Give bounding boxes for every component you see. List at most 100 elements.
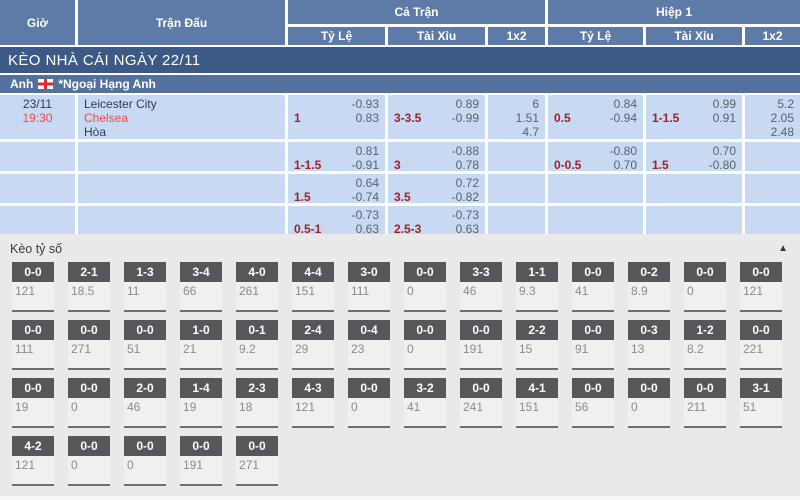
score-box[interactable]: 2-4 29 bbox=[292, 320, 334, 370]
score-box[interactable]: 0-0 41 bbox=[572, 262, 614, 312]
score-label: 4-4 bbox=[292, 262, 334, 282]
score-label: 4-3 bbox=[292, 378, 334, 398]
score-label: 0-1 bbox=[236, 320, 278, 340]
score-box[interactable]: 0-0 191 bbox=[460, 320, 502, 370]
score-label: 0-0 bbox=[68, 378, 110, 398]
score-row: 0-0 121 2-1 18.5 1-3 11 3-4 66 4-0 261 4-4 151 3-0 11… bbox=[0, 262, 800, 312]
score-box[interactable]: 4-0 261 bbox=[236, 262, 278, 312]
score-box[interactable]: 1-1 9.3 bbox=[516, 262, 558, 312]
score-box[interactable]: 1-3 11 bbox=[124, 262, 166, 312]
handicap-line: 3 bbox=[394, 158, 401, 171]
odds-cell-h1-over-under bbox=[646, 174, 742, 203]
odds-grid: 23/11 19:30 Leicester City Chelsea Hòa -0.93 1… bbox=[0, 95, 800, 234]
score-label: 3-4 bbox=[180, 262, 222, 282]
score-odds: 9.3 bbox=[516, 282, 558, 312]
score-box[interactable]: 4-3 121 bbox=[292, 378, 334, 428]
score-odds: 56 bbox=[572, 398, 614, 428]
score-box[interactable]: 0-3 13 bbox=[628, 320, 670, 370]
odds-cell-h1-over-under[interactable]: 0.99 1-1.5 0.91 bbox=[646, 95, 742, 139]
score-odds: 271 bbox=[68, 340, 110, 370]
score-label: 1-2 bbox=[684, 320, 726, 340]
score-box[interactable]: 0-0 91 bbox=[572, 320, 614, 370]
score-box[interactable]: 0-0 0 bbox=[124, 436, 166, 486]
score-label: 0-0 bbox=[124, 436, 166, 456]
odds-cell-ft-handicap[interactable]: 0.64 1.5 -0.74 bbox=[288, 174, 385, 203]
score-box[interactable]: 3-1 51 bbox=[740, 378, 782, 428]
score-box[interactable]: 0-0 0 bbox=[68, 378, 110, 428]
score-box[interactable]: 0-0 211 bbox=[684, 378, 726, 428]
odds-cell-ft-over-under[interactable]: 0.89 3-3.5 -0.99 bbox=[388, 95, 485, 139]
odds-cell-ft-1x2[interactable]: 6 1.51 4.7 bbox=[488, 95, 545, 139]
odds-cell-h1-1x2 bbox=[745, 142, 800, 171]
score-box[interactable]: 1-2 8.2 bbox=[684, 320, 726, 370]
score-box[interactable]: 0-0 121 bbox=[740, 262, 782, 312]
odds-cell-ft-over-under[interactable]: 0.72 3.5 -0.82 bbox=[388, 174, 485, 203]
score-box[interactable]: 1-4 19 bbox=[180, 378, 222, 428]
score-box[interactable]: 4-2 121 bbox=[12, 436, 54, 486]
score-box[interactable]: 0-4 23 bbox=[348, 320, 390, 370]
score-label: 0-0 bbox=[68, 436, 110, 456]
score-box[interactable]: 2-3 18 bbox=[236, 378, 278, 428]
score-box[interactable]: 0-0 51 bbox=[124, 320, 166, 370]
score-label: 0-0 bbox=[124, 320, 166, 340]
score-box[interactable]: 3-0 111 bbox=[348, 262, 390, 312]
odds-cell-h1-handicap[interactable]: 0.84 0.5 -0.94 bbox=[548, 95, 643, 139]
score-box[interactable]: 0-0 0 bbox=[684, 262, 726, 312]
score-odds: 19 bbox=[12, 398, 54, 428]
score-box[interactable]: 0-0 191 bbox=[180, 436, 222, 486]
score-box[interactable]: 3-3 46 bbox=[460, 262, 502, 312]
score-label: 0-0 bbox=[68, 320, 110, 340]
score-box[interactable]: 0-0 19 bbox=[12, 378, 54, 428]
score-box[interactable]: 1-0 21 bbox=[180, 320, 222, 370]
score-box[interactable]: 3-4 66 bbox=[180, 262, 222, 312]
league-bar[interactable]: Anh *Ngoại Hạng Anh bbox=[0, 75, 800, 93]
odds-cell-h1-over-under[interactable]: 0.70 1.5 -0.80 bbox=[646, 142, 742, 171]
odds-cell-ft-over-under[interactable]: -0.88 3 0.78 bbox=[388, 142, 485, 171]
score-odds: 13 bbox=[628, 340, 670, 370]
score-box[interactable]: 0-0 0 bbox=[404, 262, 446, 312]
score-box[interactable]: 0-1 9.2 bbox=[236, 320, 278, 370]
odds-cell-h1-handicap bbox=[548, 174, 643, 203]
divider bbox=[0, 45, 800, 47]
score-odds: 0 bbox=[348, 398, 390, 428]
score-box[interactable]: 0-0 121 bbox=[12, 262, 54, 312]
score-box[interactable]: 0-0 111 bbox=[12, 320, 54, 370]
odds-cell-h1-handicap[interactable]: -0.80 0-0.5 0.70 bbox=[548, 142, 643, 171]
odds-cell-ft-over-under[interactable]: -0.73 2.5-3 0.63 bbox=[388, 206, 485, 234]
score-box[interactable]: 2-0 46 bbox=[124, 378, 166, 428]
score-box[interactable]: 0-0 271 bbox=[68, 320, 110, 370]
score-box[interactable]: 0-0 271 bbox=[236, 436, 278, 486]
odds-cell-h1-1x2 bbox=[745, 174, 800, 203]
score-box[interactable]: 0-0 0 bbox=[348, 378, 390, 428]
odds-cell-ft-handicap[interactable]: 0.81 1-1.5 -0.91 bbox=[288, 142, 385, 171]
score-box[interactable]: 0-0 0 bbox=[628, 378, 670, 428]
score-odds: 19 bbox=[180, 398, 222, 428]
score-box[interactable]: 2-2 15 bbox=[516, 320, 558, 370]
score-box[interactable]: 0-0 56 bbox=[572, 378, 614, 428]
handicap-line: 3-3.5 bbox=[394, 111, 422, 125]
score-odds: 121 bbox=[740, 282, 782, 312]
score-label: 4-1 bbox=[516, 378, 558, 398]
score-box[interactable]: 0-2 8.9 bbox=[628, 262, 670, 312]
score-odds: 46 bbox=[460, 282, 502, 312]
odds-cell-ft-handicap[interactable]: -0.73 0.5-1 0.63 bbox=[288, 206, 385, 234]
score-box[interactable]: 4-1 151 bbox=[516, 378, 558, 428]
score-odds: 9.2 bbox=[236, 340, 278, 370]
draw-label: Hòa bbox=[84, 125, 107, 139]
score-box[interactable]: 0-0 241 bbox=[460, 378, 502, 428]
score-box[interactable]: 3-2 41 bbox=[404, 378, 446, 428]
column-header-time: Giờ bbox=[0, 0, 75, 45]
score-odds: 46 bbox=[124, 398, 166, 428]
score-box[interactable]: 4-4 151 bbox=[292, 262, 334, 312]
score-label: 4-2 bbox=[12, 436, 54, 456]
odds-cell-h1-1x2[interactable]: 5.2 2.05 2.48 bbox=[745, 95, 800, 139]
score-box[interactable]: 0-0 0 bbox=[404, 320, 446, 370]
score-odds: 0 bbox=[404, 340, 446, 370]
score-box[interactable]: 0-0 221 bbox=[740, 320, 782, 370]
column-header-ft-over-under: Tài Xỉu bbox=[388, 27, 485, 45]
collapse-arrow-icon[interactable]: ▲ bbox=[778, 243, 788, 254]
odds-cell-ft-handicap[interactable]: -0.93 1 0.83 bbox=[288, 95, 385, 139]
score-box[interactable]: 0-0 0 bbox=[68, 436, 110, 486]
divider bbox=[0, 73, 800, 75]
score-box[interactable]: 2-1 18.5 bbox=[68, 262, 110, 312]
